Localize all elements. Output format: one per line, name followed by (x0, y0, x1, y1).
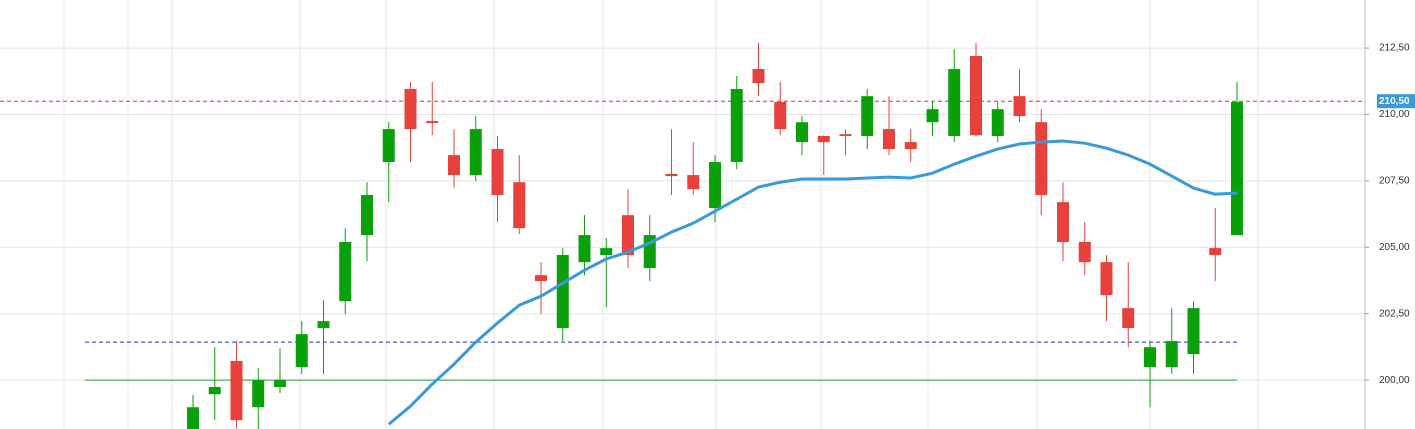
y-tick-label: 200,00 (1379, 375, 1410, 386)
candle-body (970, 56, 982, 136)
candle-body (948, 69, 961, 137)
price-tag-label: 210,50 (1379, 96, 1410, 107)
candle-body (1122, 308, 1135, 329)
candle-body (448, 155, 460, 176)
candle-body (1100, 262, 1113, 296)
candle-body (274, 380, 286, 388)
candle-body (1209, 248, 1222, 256)
candle-body (730, 88, 743, 163)
candle-body (252, 380, 265, 408)
candle-body (317, 321, 330, 329)
candle-body (904, 142, 917, 150)
candle-body (817, 136, 830, 143)
candle-body (1013, 96, 1026, 117)
candle-body (752, 69, 765, 84)
candle-body (1057, 202, 1069, 242)
candle-body (622, 215, 634, 256)
candle-body (774, 102, 787, 130)
y-tick-label: 210,00 (1379, 109, 1410, 120)
candle-body (665, 173, 678, 177)
candle-body (208, 387, 221, 395)
candle-body (187, 407, 199, 429)
candle-body (491, 149, 504, 195)
price-tag (1377, 94, 1415, 109)
candle-body (426, 121, 439, 123)
moving-average-line (387, 139, 1238, 426)
candle-body (578, 235, 591, 263)
candle-body (687, 175, 700, 190)
candle-body (556, 255, 569, 329)
candle-body (469, 129, 482, 176)
y-tick-label: 207,50 (1379, 176, 1410, 187)
candle-body (839, 134, 852, 137)
candle-body (382, 129, 395, 163)
candle-body (404, 88, 417, 130)
y-tick-label: 212,50 (1379, 43, 1410, 54)
candle-body (709, 162, 721, 208)
y-tick-label: 202,50 (1379, 308, 1410, 319)
candle-body (1187, 308, 1200, 355)
candle-body (861, 96, 874, 137)
candle-body (1144, 347, 1156, 368)
candle-body (796, 122, 808, 143)
y-tick-label: 205,00 (1379, 242, 1410, 253)
candle-body (361, 194, 373, 236)
candle-body (230, 360, 243, 421)
candle-body (535, 275, 547, 282)
candle-body (926, 109, 939, 123)
candle-body (1078, 241, 1091, 263)
candle-body (339, 241, 352, 302)
candle-body (1035, 122, 1048, 195)
candle-body (991, 109, 1004, 137)
candle-body (883, 129, 895, 150)
candle-body (600, 248, 613, 256)
candle-body (295, 334, 308, 368)
candle-body (1165, 341, 1178, 368)
candle-body (1231, 102, 1243, 236)
candle-body (513, 182, 526, 229)
